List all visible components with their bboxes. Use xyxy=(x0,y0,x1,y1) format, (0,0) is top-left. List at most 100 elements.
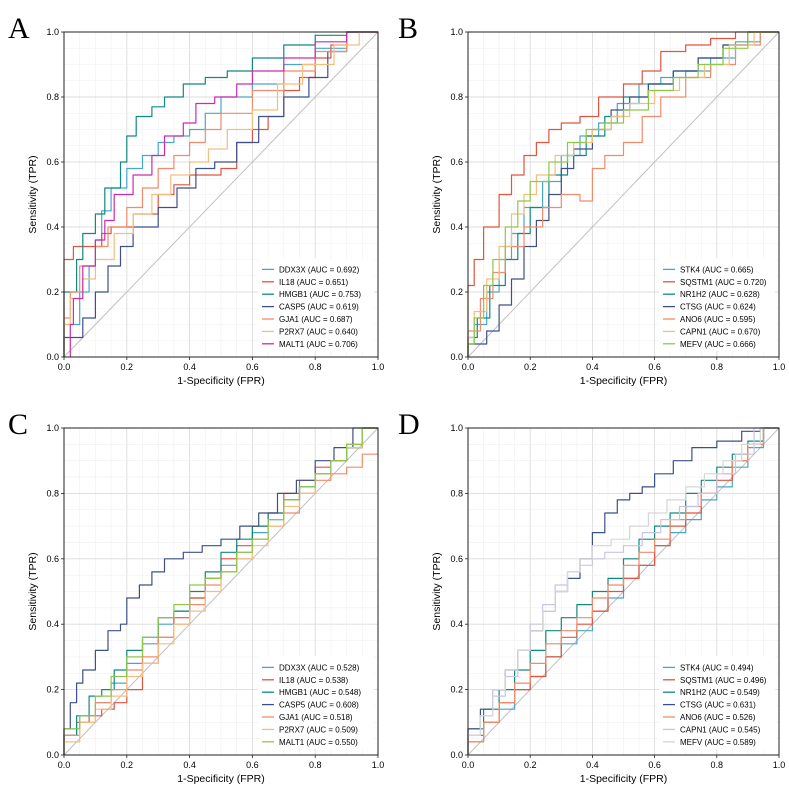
x-tick-label: 0.8 xyxy=(711,760,724,770)
x-axis-title: 1-Specificity (FPR) xyxy=(177,375,265,387)
x-tick-label: 0.8 xyxy=(309,362,322,372)
y-tick-label: 0.0 xyxy=(450,352,463,362)
legend-entry-malt1: MALT1 (AUC = 0.706) xyxy=(279,340,358,349)
panel-letter: C xyxy=(8,408,28,441)
legend-background xyxy=(659,258,775,351)
legend-entry-hmgb1: HMGB1 (AUC = 0.753) xyxy=(279,290,361,299)
roc-curve-casp5 xyxy=(63,427,378,755)
diagonal-reference-line xyxy=(63,31,379,358)
roc-curve-malt1 xyxy=(63,427,378,755)
y-tick-label: 0.6 xyxy=(46,554,59,564)
y-tick-label: 0.8 xyxy=(450,488,463,498)
y-tick-label: 1.0 xyxy=(46,423,59,433)
y-tick-label: 0.6 xyxy=(46,157,59,167)
y-tick-label: 0.8 xyxy=(46,488,59,498)
roc-panel-d: D 0.00.0 0.2 0.2 0.4 0.4 0.6 0.6 0.8 0.8 1.0 1.0 1-S… xyxy=(398,408,785,785)
legend-entry-ddx3x: DDX3X (AUC = 0.692) xyxy=(279,265,360,274)
roc-panel-c: C 0.00.0 0.2 0.2 0.4 0.4 0.6 0.6 0.8 0.8 1.0 1.0 1-S… xyxy=(8,408,384,785)
legend-entry-il18: IL18 (AUC = 0.538) xyxy=(279,676,348,685)
x-tick-label: 0.8 xyxy=(309,760,322,770)
x-tick-label: 0.2 xyxy=(524,362,537,372)
legend-entry-ctsg: CTSG (AUC = 0.631) xyxy=(680,701,756,710)
y-tick-label: 0.0 xyxy=(46,750,59,760)
legend: STK4 (AUC = 0.665) SQSTM1 (AUC = 0.720) NR… xyxy=(659,258,775,351)
x-tick-label: 0.6 xyxy=(246,760,259,770)
plot-frame xyxy=(467,31,780,358)
y-tick-label: 1.0 xyxy=(450,27,463,37)
legend-entry-p2rx7: P2RX7 (AUC = 0.509) xyxy=(279,725,358,734)
legend-entry-capn1: CAPN1 (AUC = 0.670) xyxy=(680,327,761,336)
panel-letter: D xyxy=(398,408,420,441)
panel-letter: A xyxy=(8,12,30,45)
y-tick-label: 0.4 xyxy=(450,222,463,232)
x-axis-title: 1-Specificity (FPR) xyxy=(580,773,668,785)
y-tick-label: 1.0 xyxy=(450,423,463,433)
x-tick-label: 1.0 xyxy=(773,362,786,372)
legend-entry-sqstm1: SQSTM1 (AUC = 0.720) xyxy=(680,278,767,287)
x-tick-label: 0.6 xyxy=(648,760,661,770)
plot-frame xyxy=(467,427,780,756)
legend-entry-gja1: GJA1 (AUC = 0.687) xyxy=(279,315,353,324)
legend-entry-p2rx7: P2RX7 (AUC = 0.640) xyxy=(279,327,358,336)
x-tick-label: 0.4 xyxy=(183,760,196,770)
roc-curve-p2rx7 xyxy=(63,31,378,357)
legend-entry-ano6: ANO6 (AUC = 0.595) xyxy=(680,315,756,324)
y-tick-label: 0.2 xyxy=(450,685,463,695)
legend-entry-capn1: CAPN1 (AUC = 0.545) xyxy=(680,725,761,734)
y-tick-label: 0.4 xyxy=(46,619,59,629)
roc-curve-sqstm1 xyxy=(467,31,779,357)
roc-curve-mefv xyxy=(467,427,779,755)
y-tick-label: 0.2 xyxy=(46,685,59,695)
y-tick-label: 0.4 xyxy=(46,222,59,232)
legend-background xyxy=(258,656,374,749)
plot-frame xyxy=(63,31,379,358)
legend-entry-ctsg: CTSG (AUC = 0.624) xyxy=(680,303,756,312)
y-axis-title: Sensitivity (TPR) xyxy=(27,155,39,233)
y-tick-label: 0.8 xyxy=(450,92,463,102)
legend-entry-mefv: MEFV (AUC = 0.589) xyxy=(680,738,756,747)
x-tick-label: 0.4 xyxy=(586,362,599,372)
y-axis-title: Sensitivity (TPR) xyxy=(27,552,39,630)
legend-entry-nr1h2: NR1H2 (AUC = 0.549) xyxy=(680,688,760,697)
y-tick-label: 1.0 xyxy=(46,27,59,37)
legend-entry-stk4: STK4 (AUC = 0.494) xyxy=(680,663,754,672)
legend-entry-il18: IL18 (AUC = 0.651) xyxy=(279,278,348,287)
x-tick-label: 0.6 xyxy=(246,362,259,372)
legend-entry-sqstm1: SQSTM1 (AUC = 0.496) xyxy=(680,676,767,685)
legend-entry-hmgb1: HMGB1 (AUC = 0.548) xyxy=(279,688,361,697)
panel-letter: B xyxy=(398,12,418,45)
roc-curve-hmgb1 xyxy=(63,31,378,357)
legend-background xyxy=(258,258,374,351)
x-tick-label: 0.4 xyxy=(183,362,196,372)
legend-entry-casp5: CASP5 (AUC = 0.608) xyxy=(279,701,359,710)
x-tick-label: 0.0 xyxy=(58,362,71,372)
legend-entry-casp5: CASP5 (AUC = 0.619) xyxy=(279,303,359,312)
legend: DDX3X (AUC = 0.528) IL18 (AUC = 0.538) HMG… xyxy=(258,656,374,749)
y-axis-title: Sensitivity (TPR) xyxy=(431,155,443,233)
legend-entry-mefv: MEFV (AUC = 0.666) xyxy=(680,340,756,349)
y-tick-label: 0.6 xyxy=(450,157,463,167)
legend-entry-ano6: ANO6 (AUC = 0.526) xyxy=(680,713,756,722)
x-tick-label: 1.0 xyxy=(372,362,385,372)
y-tick-label: 0.6 xyxy=(450,554,463,564)
x-tick-label: 0.0 xyxy=(58,760,71,770)
x-tick-label: 0.6 xyxy=(648,362,661,372)
roc-panel-a: A 0.00.0 0.2 0.2 0.4 0.4 0.6 0.6 0.8 0.8 1.0 1.0 1-S… xyxy=(8,12,384,387)
legend: STK4 (AUC = 0.494) SQSTM1 (AUC = 0.496) NR… xyxy=(659,656,775,749)
y-tick-label: 0.0 xyxy=(450,750,463,760)
roc-panel-b: B 0.00.0 0.2 0.2 0.4 0.4 0.6 0.6 0.8 0.8 1.0 1.0 1-S… xyxy=(398,12,785,387)
x-tick-label: 0.2 xyxy=(524,760,537,770)
x-tick-label: 0.2 xyxy=(121,760,134,770)
legend-background xyxy=(659,656,775,749)
roc-curve-ano6 xyxy=(467,31,779,357)
x-tick-label: 1.0 xyxy=(773,760,786,770)
x-tick-label: 0.0 xyxy=(462,362,475,372)
diagonal-reference-line xyxy=(467,31,780,358)
roc-curve-mefv xyxy=(467,31,779,357)
y-axis-title: Sensitivity (TPR) xyxy=(431,552,443,630)
legend-entry-stk4: STK4 (AUC = 0.665) xyxy=(680,265,754,274)
roc-curve-malt1 xyxy=(69,31,378,357)
plot-frame xyxy=(63,427,379,756)
roc-curve-casp5 xyxy=(63,31,378,357)
